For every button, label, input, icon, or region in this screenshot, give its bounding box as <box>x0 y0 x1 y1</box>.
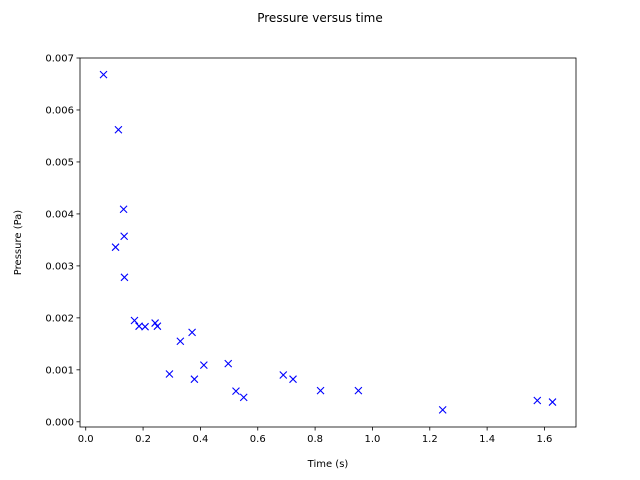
data-point <box>120 232 129 241</box>
plot-area-frame <box>79 57 577 428</box>
data-point <box>111 243 120 252</box>
x-tick-label: 0.6 <box>250 434 266 445</box>
data-point <box>99 70 108 79</box>
x-tick-label: 0.8 <box>307 434 323 445</box>
y-axis: 0.000 0.001 0.002 0.003 0.004 0.005 0.006 0.007 <box>45 54 80 428</box>
data-markers <box>99 70 557 414</box>
data-point <box>438 405 447 414</box>
data-point <box>119 205 128 214</box>
data-point <box>279 371 288 379</box>
data-point <box>165 370 174 378</box>
x-tick-label: 0.4 <box>192 434 208 445</box>
data-point <box>135 322 143 331</box>
y-tick-label: 0.007 <box>45 54 74 65</box>
data-point <box>120 273 129 282</box>
y-tick-label: 0.002 <box>45 313 74 324</box>
data-point <box>239 393 248 402</box>
x-tick-label: 0.2 <box>135 434 151 445</box>
y-tick-label: 0.005 <box>45 158 74 169</box>
x-tick-label: 1.6 <box>537 434 553 445</box>
data-point <box>232 387 240 396</box>
chart-title: Pressure versus time <box>257 11 383 25</box>
x-axis-title: Time (s) <box>307 459 349 470</box>
data-point <box>533 396 542 405</box>
data-point <box>176 337 185 346</box>
y-tick-label: 0.001 <box>45 365 74 376</box>
x-tick-label: 1.0 <box>364 434 380 445</box>
data-point <box>316 386 325 395</box>
y-tick-label: 0.000 <box>45 417 74 428</box>
data-point <box>114 125 123 134</box>
y-axis-title: Pressure (Pa) <box>13 210 24 275</box>
y-tick-label: 0.006 <box>45 106 74 117</box>
data-point <box>548 398 557 406</box>
data-point <box>130 316 139 325</box>
data-point <box>188 328 196 337</box>
data-point <box>224 359 233 368</box>
y-tick-label: 0.003 <box>45 261 74 272</box>
data-point <box>141 322 149 331</box>
data-point <box>190 375 199 384</box>
data-point <box>289 375 297 384</box>
x-tick-label: 0.0 <box>78 434 94 445</box>
data-point <box>199 361 208 370</box>
x-tick-label: 1.2 <box>422 434 438 445</box>
y-tick-label: 0.004 <box>45 210 74 221</box>
data-point <box>153 322 162 331</box>
x-tick-label: 1.4 <box>479 434 495 445</box>
data-point <box>354 386 363 395</box>
x-axis: 0.0 0.2 0.4 0.6 0.8 1.0 1.2 1.4 1.6 <box>78 427 553 445</box>
